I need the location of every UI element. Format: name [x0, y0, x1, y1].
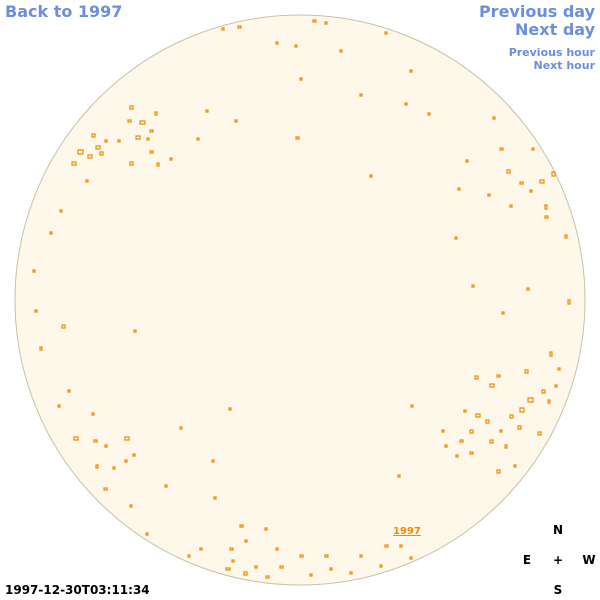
next-hour-link[interactable]: Next hour	[534, 59, 596, 72]
disk-label: 1997	[393, 526, 421, 537]
compass-west: W	[582, 553, 595, 567]
compass-south: S	[554, 583, 563, 597]
back-link[interactable]: Back to 1997	[5, 2, 122, 21]
next-day-link[interactable]: Next day	[515, 20, 596, 39]
previous-day-link[interactable]: Previous day	[479, 2, 596, 21]
solar-disk	[14, 14, 586, 586]
previous-hour-link[interactable]: Previous hour	[509, 46, 596, 59]
compass-center: +	[553, 553, 563, 567]
timestamp: 1997-12-30T03:11:34	[5, 583, 150, 597]
active-region-contours	[32, 19, 571, 579]
compass-north: N	[553, 523, 563, 537]
compass-east: E	[523, 553, 531, 567]
